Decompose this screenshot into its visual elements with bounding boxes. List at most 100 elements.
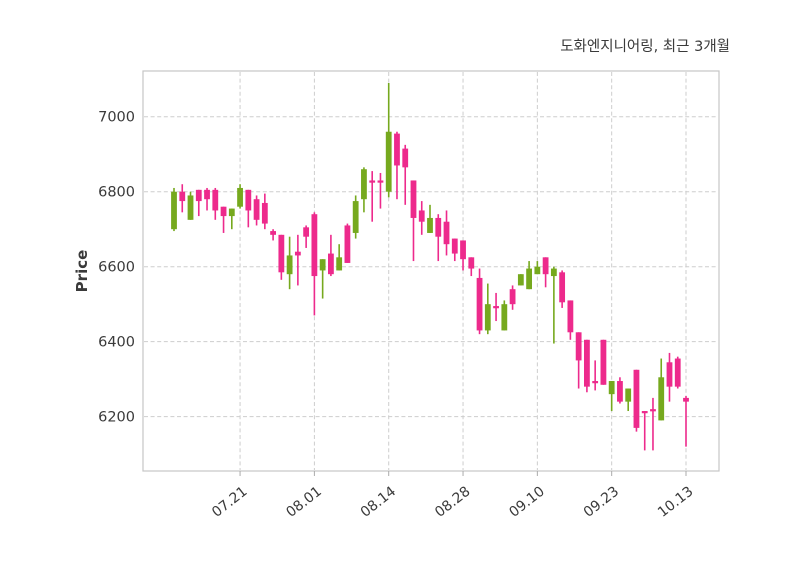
- candle-body: [592, 381, 599, 384]
- candle-wick: [643, 411, 646, 451]
- candle-wick: [371, 171, 373, 222]
- chart-title: 도화엔지니어링, 최근 3개월: [560, 39, 730, 55]
- candle-body: [617, 381, 623, 402]
- candle-body: [476, 277, 483, 331]
- candle-wick: [553, 266, 555, 344]
- candle-wick: [321, 259, 324, 299]
- candle-body: [534, 266, 541, 275]
- candle-body: [658, 377, 665, 421]
- candle: [484, 283, 491, 335]
- x-tick-label: 09.10: [506, 484, 547, 521]
- candle: [468, 257, 475, 277]
- candle-body: [303, 227, 310, 237]
- candle-wick: [437, 214, 440, 262]
- candle-body: [261, 202, 268, 224]
- candle-wick: [197, 189, 200, 217]
- candle: [394, 131, 400, 200]
- candle: [517, 274, 524, 286]
- y-tick-label: 6600: [98, 260, 135, 276]
- candle-body: [584, 339, 590, 387]
- candle-body: [608, 381, 615, 395]
- candle-body: [633, 369, 640, 428]
- candle-body: [344, 225, 351, 263]
- candle: [443, 210, 450, 256]
- candle-body: [171, 191, 177, 230]
- candle-body: [237, 187, 243, 207]
- candle: [526, 261, 532, 290]
- candle-body: [526, 268, 532, 290]
- candle-body: [245, 189, 252, 211]
- candle-body: [683, 397, 689, 402]
- candle: [336, 244, 343, 271]
- candle-body: [641, 411, 648, 414]
- candle: [311, 212, 318, 316]
- candle: [509, 285, 516, 310]
- candle: [171, 187, 177, 232]
- candle-body: [600, 339, 607, 385]
- candle-body: [311, 214, 318, 277]
- candle: [402, 144, 409, 205]
- candle: [567, 300, 574, 340]
- candle: [666, 352, 673, 402]
- candle-wick: [685, 396, 687, 447]
- candle: [641, 411, 648, 451]
- candle-body: [385, 131, 392, 192]
- candle: [683, 396, 689, 447]
- candle-body: [501, 304, 508, 331]
- candle: [303, 225, 310, 248]
- candle-body: [575, 332, 582, 361]
- candle: [650, 397, 656, 451]
- candle: [179, 184, 186, 213]
- candle-body: [493, 306, 499, 309]
- candle-body: [212, 189, 219, 211]
- candle: [592, 360, 599, 391]
- candle: [261, 193, 268, 230]
- candle: [352, 195, 359, 239]
- candle-body: [443, 221, 450, 245]
- candle-body: [559, 272, 566, 303]
- candle-body: [286, 255, 293, 275]
- candle-body: [204, 189, 210, 200]
- candle: [286, 236, 293, 290]
- candle: [501, 300, 508, 331]
- x-tick-label: 09.23: [581, 484, 622, 521]
- y-tick-label: 6400: [98, 335, 135, 351]
- y-tick-label: 6200: [98, 410, 135, 426]
- candle-body: [394, 133, 400, 166]
- candle-body: [253, 199, 260, 220]
- candle: [228, 208, 235, 230]
- candle-body: [567, 300, 574, 333]
- candle: [435, 214, 442, 262]
- candle: [319, 259, 326, 299]
- candle: [361, 167, 367, 213]
- x-tick-label: 10.13: [655, 484, 696, 521]
- candle-body: [451, 238, 458, 254]
- candle: [600, 339, 607, 385]
- candle-body: [228, 208, 235, 217]
- x-tick-label: 08.01: [283, 484, 324, 521]
- candle: [212, 187, 219, 220]
- candle-wick: [652, 397, 654, 451]
- candle-wick: [610, 381, 613, 412]
- candle-body: [468, 257, 475, 269]
- candle: [344, 223, 351, 263]
- candle: [427, 204, 433, 233]
- candle-wick: [231, 208, 233, 230]
- candle: [195, 189, 202, 217]
- candle-body: [328, 253, 334, 275]
- candle: [187, 191, 194, 220]
- candle: [204, 187, 210, 211]
- candle: [625, 388, 632, 412]
- candle: [270, 229, 276, 241]
- candle: [220, 206, 227, 233]
- candle-body: [179, 191, 186, 202]
- candle: [550, 266, 557, 344]
- candle: [369, 171, 376, 222]
- candle: [493, 292, 499, 322]
- candle-body: [402, 148, 409, 168]
- candle-body: [187, 195, 194, 220]
- candle-body: [220, 206, 227, 217]
- candle-wick: [297, 234, 299, 286]
